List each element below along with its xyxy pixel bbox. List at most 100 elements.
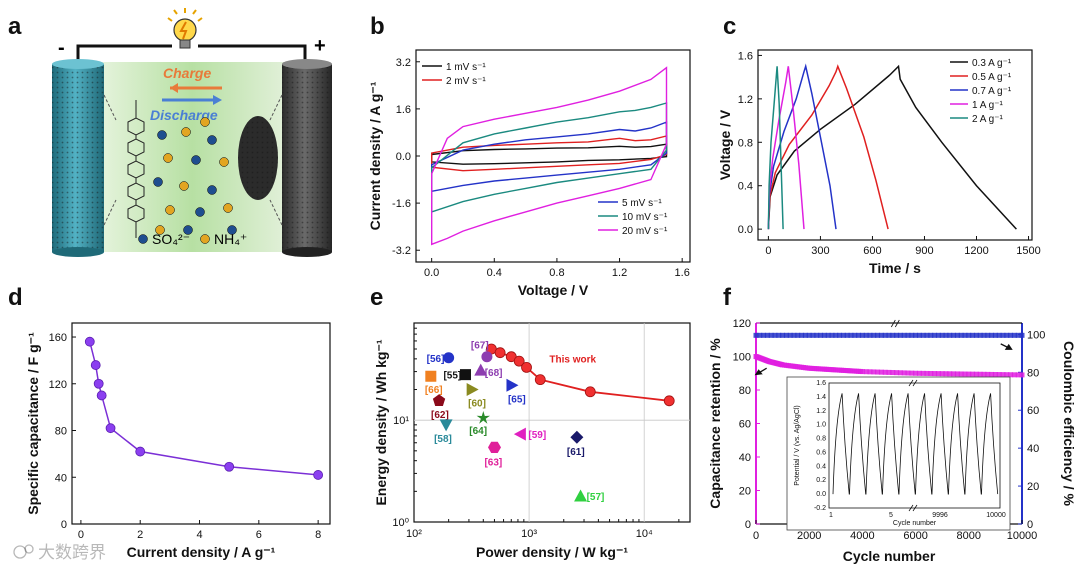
data-point [1004, 332, 1010, 338]
reference-marker [481, 351, 493, 363]
data-point [913, 332, 919, 338]
legend-label: 5 mV s⁻¹ [622, 198, 662, 209]
data-point [84, 336, 95, 347]
x-tick-label: 2 [137, 529, 143, 541]
inset-y-tick-label: 1.4 [816, 394, 826, 401]
data-point [905, 332, 911, 338]
data-point [897, 332, 903, 338]
reference-marker [476, 411, 490, 424]
y2-tick-label: 60 [1027, 405, 1039, 417]
data-point [894, 370, 900, 376]
reference-marker [570, 430, 584, 444]
data-point [989, 332, 995, 338]
reference-marker [466, 383, 479, 397]
series-line [767, 66, 805, 230]
y-tick-label: 40 [739, 452, 751, 464]
data-point [977, 371, 983, 377]
data-point [848, 332, 854, 338]
y-tick-label: 80 [55, 426, 67, 438]
data-point [1011, 372, 1017, 378]
discharge-label: Discharge [150, 107, 218, 123]
data-point [935, 332, 941, 338]
y-tick-label: 0.8 [738, 137, 753, 149]
x-tick-label: 2000 [797, 530, 821, 542]
series-line [431, 121, 668, 193]
data-point [909, 332, 915, 338]
y-tick-label: 40 [55, 472, 67, 484]
y-tick-label: 1.6 [396, 104, 411, 116]
inset-y-tick-label: 1.0 [816, 422, 826, 429]
data-point [958, 332, 964, 338]
data-point [90, 360, 101, 370]
data-point [977, 332, 983, 338]
data-point [989, 371, 995, 377]
data-point [768, 332, 774, 338]
series-line [767, 66, 784, 230]
data-point [837, 332, 843, 338]
data-point [878, 332, 884, 338]
y-tick-label: 60 [739, 419, 751, 431]
data-point [943, 371, 949, 377]
reference-label: [60] [468, 399, 486, 410]
inset-x-tick-label: 1 [829, 512, 833, 519]
x-tick-label: 10⁴ [636, 528, 653, 540]
inset-x-tick-label: 5 [889, 512, 893, 519]
series-line [767, 63, 837, 230]
y-tick-label: 0.0 [738, 224, 753, 236]
reference-label: [61] [567, 447, 585, 458]
data-point [780, 332, 786, 338]
data-point [814, 332, 820, 338]
data-point [973, 371, 979, 377]
data-point [105, 423, 116, 434]
x-tick-label: 10000 [1007, 530, 1038, 542]
x-tick-label: 0 [78, 529, 84, 541]
sulfate-ion [157, 130, 167, 140]
ammonium-ion [165, 205, 175, 215]
legend-label: 2 mV s⁻¹ [446, 76, 486, 87]
axis-break-mark [890, 319, 900, 328]
data-point [810, 332, 816, 338]
right-electrode [282, 59, 332, 257]
inset-y-tick-label: 1.2 [816, 408, 826, 415]
data-point [985, 332, 991, 338]
data-point [844, 332, 850, 338]
x-tick-label: 8 [315, 529, 321, 541]
ammonium-ion [181, 127, 191, 137]
x-axis-label: Voltage / V [518, 282, 589, 298]
sulfate-ion [191, 155, 201, 165]
panel-label-b: b [370, 13, 385, 40]
x-tick-label: 10³ [521, 528, 537, 540]
this-work-point [494, 347, 506, 359]
y2-tick-label: 80 [1027, 367, 1039, 379]
x-axis-label: Current density / A g⁻¹ [127, 544, 276, 560]
reference-marker [488, 441, 501, 453]
data-point [981, 332, 987, 338]
data-point [799, 332, 805, 338]
x-tick-label: 900 [915, 245, 933, 257]
watermark: 大数跨界 [38, 543, 106, 562]
data-point [932, 332, 938, 338]
data-point [886, 369, 892, 375]
this-work-point [513, 355, 525, 367]
minus-sign: - [58, 37, 65, 59]
ammonium-ion [219, 157, 229, 167]
data-point [859, 369, 865, 375]
y-tick-label: 0 [745, 519, 751, 531]
sulfate-ion [153, 177, 163, 187]
legend-label: 0.7 A g⁻¹ [972, 86, 1012, 97]
y2-axis-label: Coulombic efficiency / % [1061, 341, 1077, 506]
plot-frame [757, 49, 1033, 241]
data-point [947, 332, 953, 338]
y-tick-label: 80 [739, 385, 751, 397]
data-point [1004, 372, 1010, 378]
data-point [962, 371, 968, 377]
reference-marker [439, 419, 453, 432]
x-tick-label: 8000 [957, 530, 981, 542]
data-point [924, 370, 930, 376]
ammonium-ion [223, 203, 233, 213]
panel-a-schematic: - + Charge Dis [52, 8, 332, 257]
y-tick-label: 160 [49, 332, 67, 344]
data-point [935, 371, 941, 377]
plot-frame [413, 322, 691, 523]
